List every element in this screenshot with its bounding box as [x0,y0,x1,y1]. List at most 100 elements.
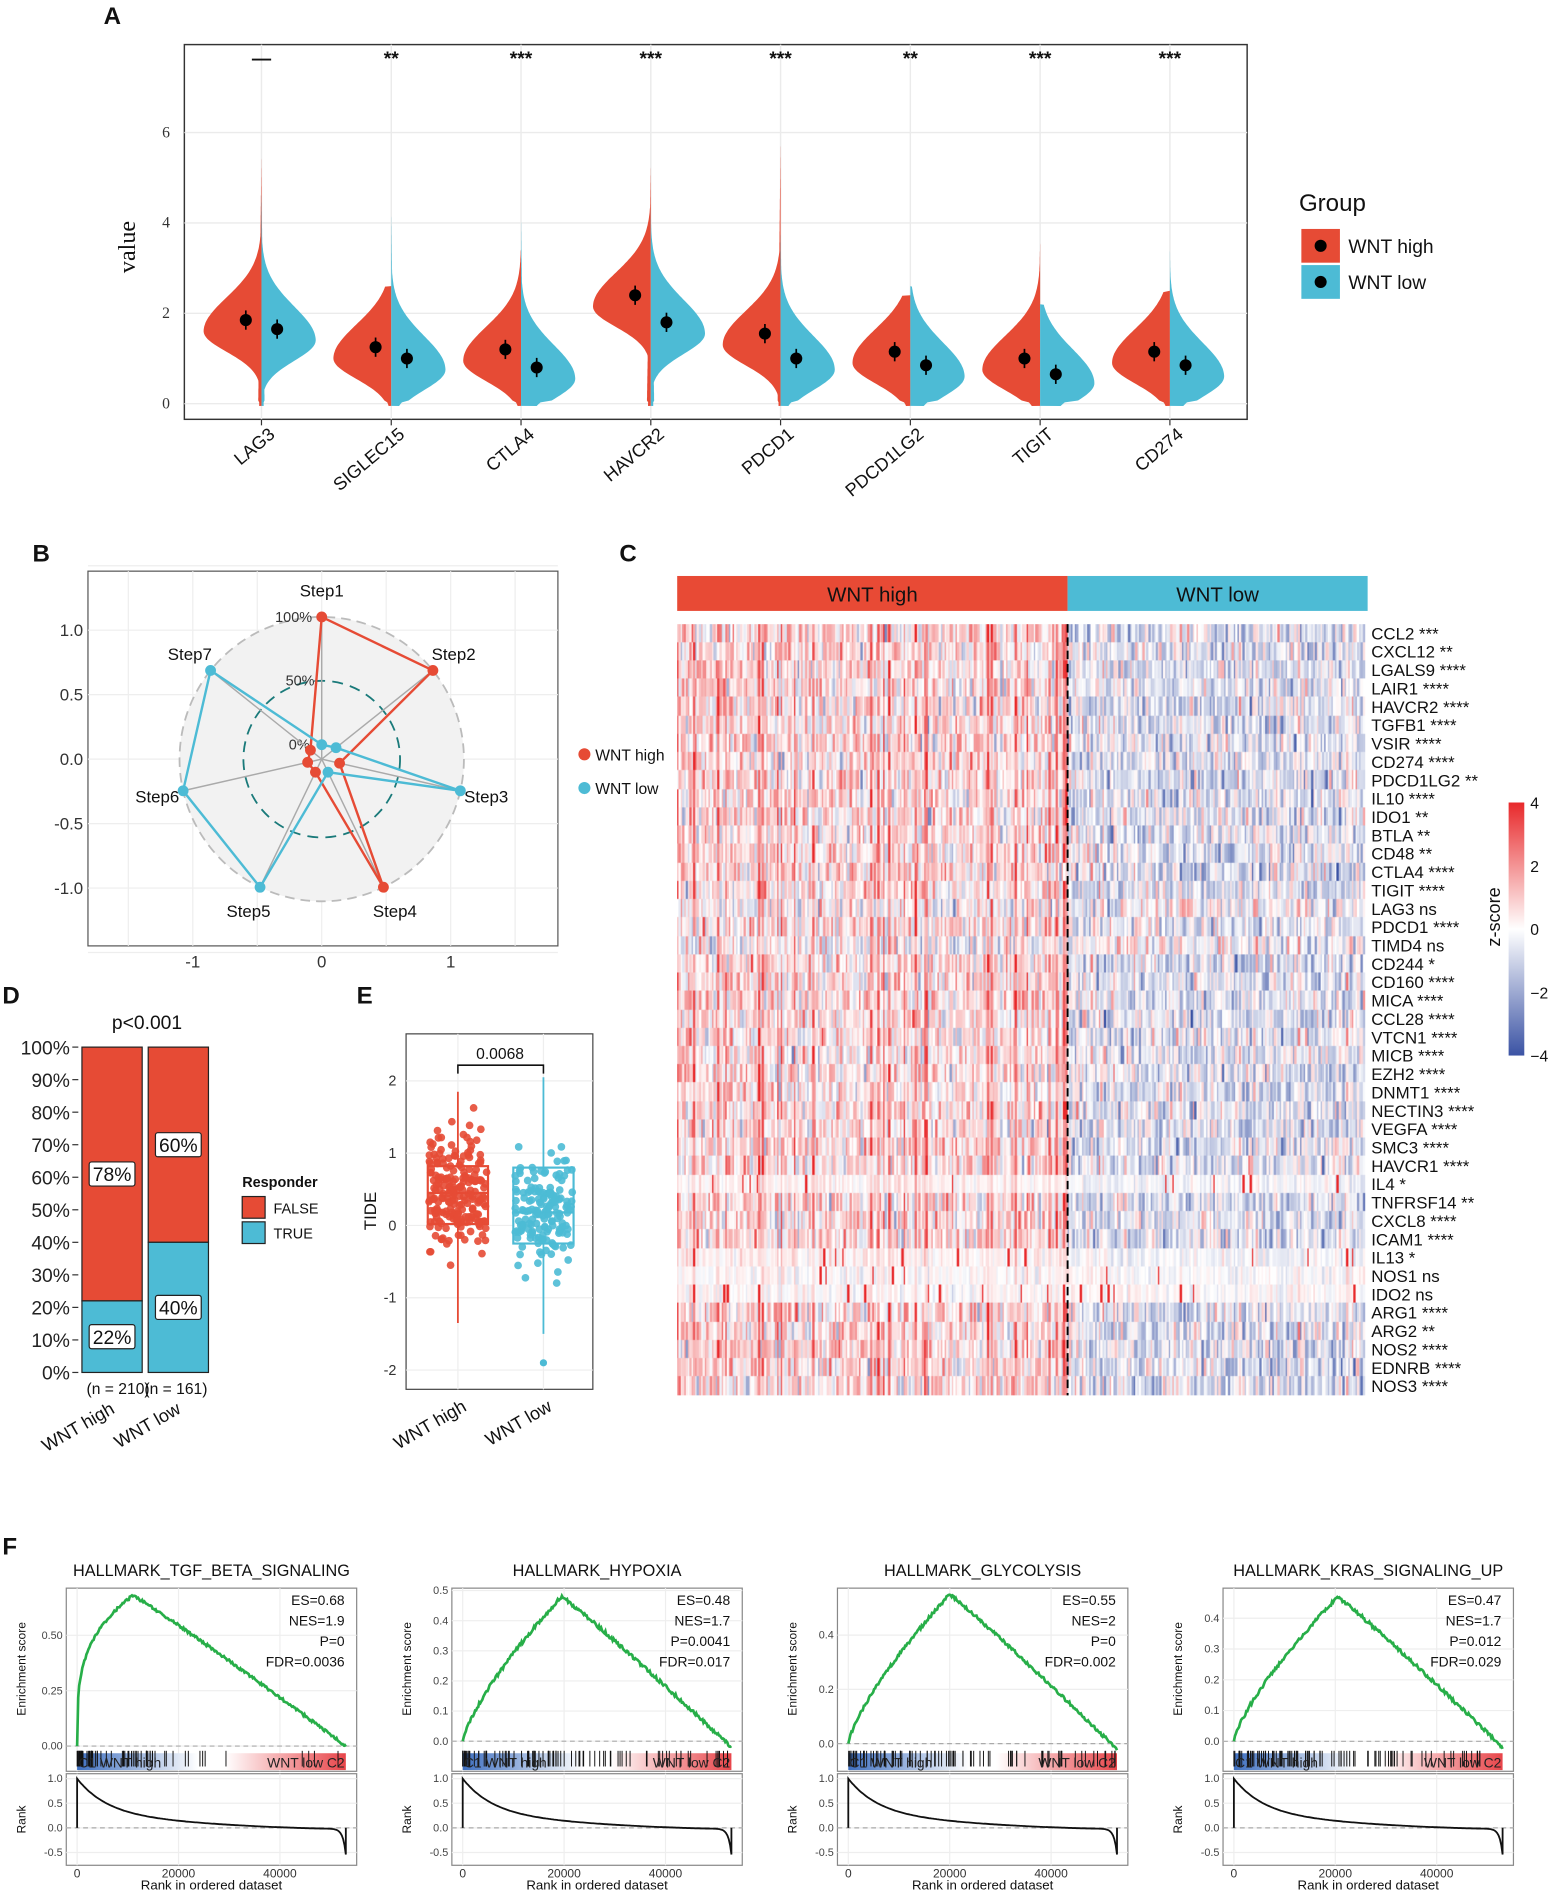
significance-label: *** [510,49,533,70]
gsea-plot: HALLMARK_GLYCOLYSIS 0 20000 40000 0.0 0.2 0.4 1… [785,1562,1129,1892]
data-point [555,1229,563,1237]
data-point [476,1156,485,1165]
y-tick-label: 0.0 [819,1738,834,1750]
x-tick-label: 40000 [1420,1866,1454,1880]
data-point [567,1197,576,1206]
data-point [461,1173,470,1182]
radar-point [454,785,466,797]
gene-label: HAVCR2 **** [1371,698,1470,717]
data-point [426,1159,434,1167]
radar-point [177,785,189,797]
colorbar [1508,802,1525,1056]
rank-y-tick-label: 0.5 [1204,1798,1219,1810]
data-point [558,1219,567,1227]
data-point [444,1198,453,1206]
n-label: (n = 161) [144,1381,207,1398]
gsea-stat: P=0.012 [1449,1633,1501,1649]
gene-label: VSIR **** [1371,735,1442,754]
y-tick-label: 0.25 [42,1685,63,1697]
gene-label: HAVCR1 **** [1371,1157,1470,1176]
x-tick-label: 0 [1231,1866,1238,1880]
violin-half-high [722,141,781,406]
gene-label: BTLA ** [1371,826,1430,845]
significance-label: *** [769,49,792,70]
gsea-stat: ES=0.68 [291,1592,345,1608]
y-tick-label: 0.5 [433,1585,448,1597]
mean-point [790,352,803,365]
spoke [321,758,385,888]
gene-label: CTLA4 **** [1371,863,1455,882]
data-point [477,1177,486,1185]
data-point [536,1198,544,1207]
rank-y-tick-label: -0.5 [815,1847,834,1859]
radar-point [427,665,439,676]
data-label-box [154,1132,202,1158]
violin-half-low [261,191,316,406]
y-tick-label: 1 [388,1146,396,1162]
gsea-stat: P=0 [320,1633,345,1649]
chart-title: p<0.001 [112,1013,182,1034]
mean-point [758,327,771,340]
radar-line-low [181,668,461,890]
radar-point [316,739,328,751]
data-point [443,1174,452,1183]
data-point [535,1248,544,1256]
gene-label: CD244 * [1371,955,1435,974]
data-label: 60% [159,1136,198,1157]
rank-metric-line [76,1776,347,1855]
mean-point [530,361,543,374]
rank-frame [1222,1773,1515,1866]
panel-letter-d: D [2,983,19,1010]
y-axis-label: Enrichment score [785,1622,799,1716]
gene-label: TIGIT **** [1371,881,1445,900]
gsea-title: HALLMARK_HYPOXIA [513,1562,682,1580]
data-point [468,1205,477,1214]
data-point [437,1145,445,1154]
rank-y-tick-label: -0.5 [430,1847,449,1859]
data-point [426,1247,435,1256]
violin-half-high [592,164,651,406]
data-point [554,1268,562,1276]
data-point [476,1125,485,1134]
y-tick-label: 40% [31,1234,70,1255]
data-point [481,1236,490,1245]
rank-left-label: C1 WNT high [78,1755,161,1771]
data-point [566,1241,575,1249]
data-point [464,1151,473,1159]
gene-label: PDCD1 **** [1371,918,1460,937]
rank-metric-line [1232,1776,1504,1855]
colorbar-tick-label: −2 [1530,985,1548,1002]
rank-y-tick-label: -0.5 [1201,1847,1220,1859]
data-point [446,1261,455,1270]
violin-half-high [852,295,911,406]
data-point [454,1231,463,1240]
gene-label: IDO1 ** [1371,808,1429,827]
data-point [472,1136,481,1145]
mean-point [369,341,382,354]
panel-letter-a: A [104,3,121,30]
rank-metric-line [847,1776,1118,1855]
data-point [459,1192,468,1201]
gene-label: TIMD4 ns [1371,937,1444,956]
rank-frame [65,1773,358,1866]
gene-label: ARG2 ** [1371,1322,1435,1341]
data-point [512,1187,521,1196]
y-tick-label: 10% [31,1331,70,1352]
data-point [467,1213,476,1222]
ring-label-50: 50% [286,674,315,690]
gene-label: CXCL12 ** [1371,643,1453,662]
gene-label: IL13 * [1371,1249,1415,1268]
x-tick-label: 0 [845,1866,852,1880]
data-point [459,1130,468,1139]
gsea-panel-f: HALLMARK_TGF_BETA_SIGNALING 0 20000 40000 0.… [14,1562,1515,1892]
data-point [478,1249,486,1258]
data-point [439,1159,447,1168]
gsea-plot: HALLMARK_TGF_BETA_SIGNALING 0 20000 40000 0.… [14,1562,358,1892]
data-point [514,1261,522,1270]
gene-label: IDO2 ns [1371,1285,1433,1304]
gene-label: CD160 **** [1371,973,1455,992]
mean-point [1018,352,1031,365]
data-point [439,1189,447,1198]
data-point [474,1237,482,1245]
